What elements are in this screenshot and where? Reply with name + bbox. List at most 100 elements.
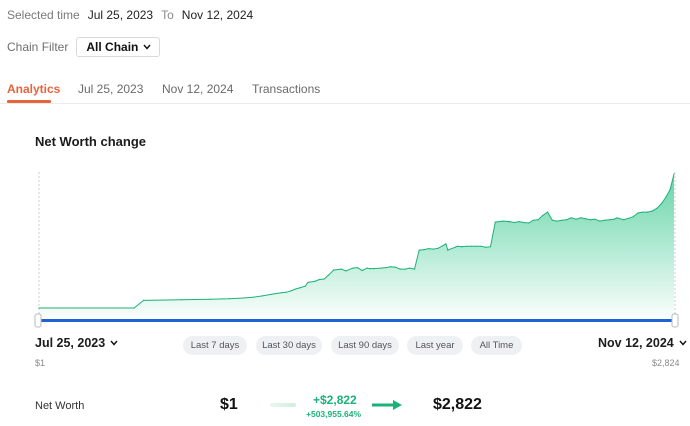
data-point [345,270,347,272]
data-point [447,249,449,251]
range-last-30-days-button[interactable]: Last 30 days [256,336,322,355]
data-point [575,218,577,220]
data-point [352,267,354,269]
data-point [295,288,297,290]
data-point [318,278,320,281]
data-point [394,266,397,268]
data-point [380,267,382,269]
range-last-year-button[interactable]: Last year [407,336,463,355]
data-point [594,218,596,220]
data-point [437,247,439,249]
chain-filter-row: Chain Filter All Chain [7,37,161,57]
data-point [642,211,644,213]
start-date-picker[interactable]: Jul 25, 2023 [35,336,118,350]
tab-start-date[interactable]: Jul 25, 2023 [78,82,144,96]
data-point [547,211,549,213]
data-point [461,246,463,248]
end-date-picker[interactable]: Nov 12, 2024 [598,336,687,350]
data-point [356,267,359,269]
to-label: To [161,8,174,22]
arrow-right-icon [372,400,402,410]
data-point [673,173,675,175]
data-point [323,278,325,280]
data-point [38,307,40,309]
data-point [404,268,406,270]
data-point [181,299,183,301]
data-point [480,245,482,247]
data-point [228,298,230,300]
data-point [489,246,492,248]
data-point [599,220,601,222]
start-value-label: $1 [35,358,46,368]
data-point [470,245,473,247]
data-point [637,212,639,214]
data-point [604,219,606,221]
data-point [314,280,316,282]
range-all-time-button[interactable]: All Time [471,336,522,355]
data-point [523,221,525,224]
data-point [299,287,301,289]
range-slider-right-handle[interactable] [671,313,679,328]
chevron-down-icon [143,44,151,50]
chain-filter-select[interactable]: All Chain [76,37,161,57]
tab-analytics[interactable]: Analytics [7,82,61,96]
data-point [580,217,582,219]
data-point [485,246,487,248]
data-point [409,267,411,269]
data-point [252,296,254,298]
data-point [532,219,534,221]
tab-end-date[interactable]: Nov 12, 2024 [162,82,234,96]
end-date-value[interactable]: Nov 12, 2024 [181,8,254,22]
data-point [656,207,658,209]
data-point [328,274,330,276]
data-point [513,221,515,224]
net-worth-change-percent: +503,955.64% [306,409,362,419]
data-point [566,219,568,221]
data-point [508,221,511,223]
data-point [454,246,456,248]
data-point [528,222,530,224]
range-slider-track[interactable] [39,319,675,322]
data-point [432,248,435,250]
data-point [551,219,553,221]
tab-transactions[interactable]: Transactions [252,82,321,96]
data-point [445,243,447,245]
net-worth-line [39,173,675,309]
data-point [114,307,116,309]
range-last-90-days-button[interactable]: Last 90 days [331,336,399,355]
data-point [665,195,668,197]
data-point [589,219,591,221]
range-last-7-days-button[interactable]: Last 7 days [183,336,247,355]
data-point [307,281,309,283]
data-points [38,173,675,309]
chart-title: Net Worth change [35,134,146,149]
data-point [271,293,273,295]
data-point [290,290,292,292]
data-point [623,219,625,221]
data-point [616,217,618,219]
end-value-label: $2,824 [652,358,680,368]
chevron-down-icon [679,340,687,346]
data-point [385,267,387,269]
data-point [494,221,496,223]
range-slider-left-handle[interactable] [34,313,42,328]
data-point [209,298,211,300]
data-point [661,202,663,205]
data-point [413,268,416,270]
data-point [399,268,401,270]
data-point [361,269,363,272]
chevron-down-icon [110,340,118,346]
data-point [537,219,539,221]
chain-filter-value: All Chain [86,40,139,54]
data-point [133,307,135,309]
data-point [261,295,263,297]
data-point [632,216,634,218]
data-point [456,245,458,247]
active-tab-indicator [7,100,51,103]
data-point [608,219,611,221]
data-point [475,245,477,247]
data-point [390,266,392,268]
start-date-value[interactable]: Jul 25, 2023 [87,8,154,22]
start-date-picker-label: Jul 25, 2023 [35,336,106,350]
data-point [143,299,145,301]
